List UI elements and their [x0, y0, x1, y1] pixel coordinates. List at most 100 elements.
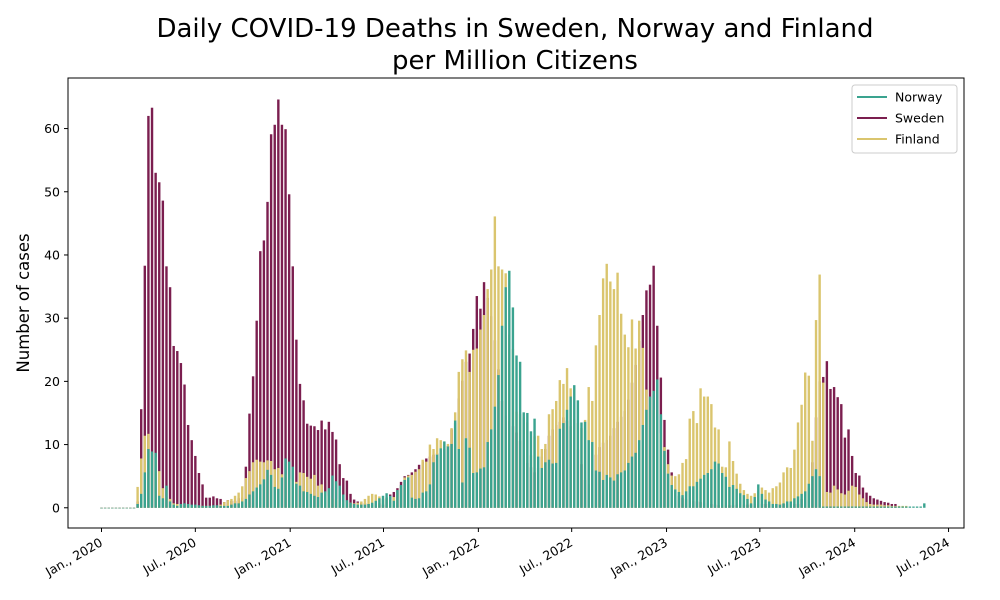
bar-sweden-week-19 [168, 287, 172, 508]
bar-finland-week-43 [255, 459, 258, 508]
bar-sweden-week-21 [176, 351, 179, 508]
y-tick-label-60: 60 [44, 121, 60, 136]
bar-finland-week-213 [868, 503, 872, 508]
bar-finland-week-162 [684, 459, 688, 508]
bar-sweden-week-219 [890, 503, 894, 508]
bar-norway-week-201 [825, 506, 829, 508]
plot-frame [67, 77, 965, 529]
bar-finland-week-160 [677, 474, 681, 508]
bar-norway-week-202 [829, 506, 832, 508]
bar-sweden-week-15 [154, 172, 157, 508]
bar-norway-week-179 [746, 498, 749, 508]
bar-norway-week-171 [717, 463, 720, 508]
bar-norway-week-169 [710, 469, 713, 508]
bar-norway-week-165 [695, 481, 699, 508]
bar-sweden-week-47 [269, 134, 273, 508]
bar-sweden-week-217 [883, 502, 886, 508]
bar-norway-week-2 [107, 507, 110, 509]
bar-norway-week-213 [868, 506, 872, 508]
bar-norway-week-6 [121, 507, 125, 509]
bar-norway-week-39 [241, 501, 244, 508]
bar-finland-week-169 [710, 404, 713, 508]
bar-norway-week-133 [580, 422, 583, 508]
bar-finland-week-103 [472, 349, 475, 508]
bar-sweden-week-53 [291, 266, 294, 508]
bar-finland-week-100 [461, 359, 464, 508]
bar-norway-week-208 [850, 506, 854, 508]
bar-norway-week-141 [609, 477, 612, 508]
bar-norway-week-66 [338, 485, 341, 508]
bar-norway-week-8 [129, 507, 132, 509]
bar-finland-week-206 [843, 494, 847, 508]
bar-finland-week-197 [811, 440, 814, 508]
bar-norway-week-76 [374, 500, 377, 508]
bar-norway-week-51 [284, 458, 287, 508]
bar-norway-week-19 [168, 501, 172, 508]
bar-norway-week-94 [439, 448, 442, 508]
bar-norway-week-206 [843, 506, 847, 508]
bar-finland-week-87 [414, 471, 417, 508]
bar-norway-week-137 [594, 470, 598, 508]
bar-finland-week-149 [638, 320, 641, 508]
bar-norway-week-205 [840, 506, 843, 508]
bar-finland-week-88 [417, 469, 421, 508]
bar-norway-week-78 [381, 495, 385, 508]
bar-norway-week-98 [453, 420, 457, 508]
bar-norway-week-157 [666, 473, 670, 508]
bar-norway-week-11 [140, 493, 143, 508]
bar-norway-week-27 [197, 505, 201, 508]
bar-norway-week-155 [659, 414, 663, 508]
bar-norway-week-43 [255, 487, 258, 508]
bar-finland-week-211 [861, 498, 865, 508]
bar-norway-week-48 [273, 486, 276, 508]
bar-sweden-week-42 [251, 376, 255, 508]
bar-finland-week-168 [706, 396, 709, 508]
bar-sweden-week-203 [832, 387, 836, 508]
bar-sweden-week-26 [194, 455, 197, 508]
bar-sweden-week-213 [868, 495, 872, 508]
bar-finland-week-180 [749, 495, 753, 508]
bar-sweden-week-204 [836, 397, 839, 508]
bar-norway-week-73 [363, 504, 367, 508]
bar-norway-week-135 [587, 440, 590, 508]
bar-norway-week-17 [161, 498, 165, 508]
bar-norway-week-80 [389, 495, 392, 508]
bar-finland-week-11 [140, 458, 143, 508]
bar-norway-week-31 [212, 505, 215, 508]
bar-norway-week-151 [645, 409, 648, 508]
bar-finland-week-199 [818, 274, 821, 508]
bar-sweden-week-201 [825, 361, 829, 508]
bar-norway-week-103 [472, 473, 475, 508]
bar-sweden-week-67 [342, 478, 345, 508]
bar-finland-week-189 [782, 472, 785, 508]
bar-sweden-week-25 [190, 440, 193, 508]
bar-sweden-week-65 [334, 439, 338, 508]
bar-norway-week-224 [908, 506, 912, 508]
bar-sweden-week-216 [879, 500, 883, 508]
bar-norway-week-91 [428, 484, 432, 508]
bar-norway-week-160 [677, 491, 681, 508]
bar-norway-week-38 [237, 503, 240, 508]
bar-norway-week-84 [403, 479, 406, 508]
bar-sweden-week-206 [843, 437, 847, 508]
bar-norway-week-104 [475, 472, 479, 508]
bar-finland-week-163 [688, 418, 691, 508]
bar-norway-week-127 [558, 428, 562, 508]
bar-norway-week-223 [905, 506, 908, 508]
bar-norway-week-181 [753, 497, 756, 508]
bar-norway-week-215 [876, 506, 879, 508]
bar-norway-week-130 [569, 396, 572, 508]
bar-norway-week-162 [684, 491, 688, 508]
y-axis-label: Number of cases [14, 233, 33, 372]
x-tick-label-7: Jul., 2023 [704, 535, 763, 578]
bar-finland-week-208 [850, 485, 854, 508]
bar-norway-week-196 [807, 483, 811, 508]
bar-sweden-week-12 [143, 265, 147, 508]
bar-sweden-week-17 [161, 200, 165, 508]
bar-norway-week-97 [450, 443, 453, 508]
bar-finland-week-209 [854, 486, 857, 508]
bar-sweden-week-27 [197, 473, 201, 508]
bar-finland-week-73 [363, 498, 367, 508]
norway-series-bars [100, 270, 926, 509]
